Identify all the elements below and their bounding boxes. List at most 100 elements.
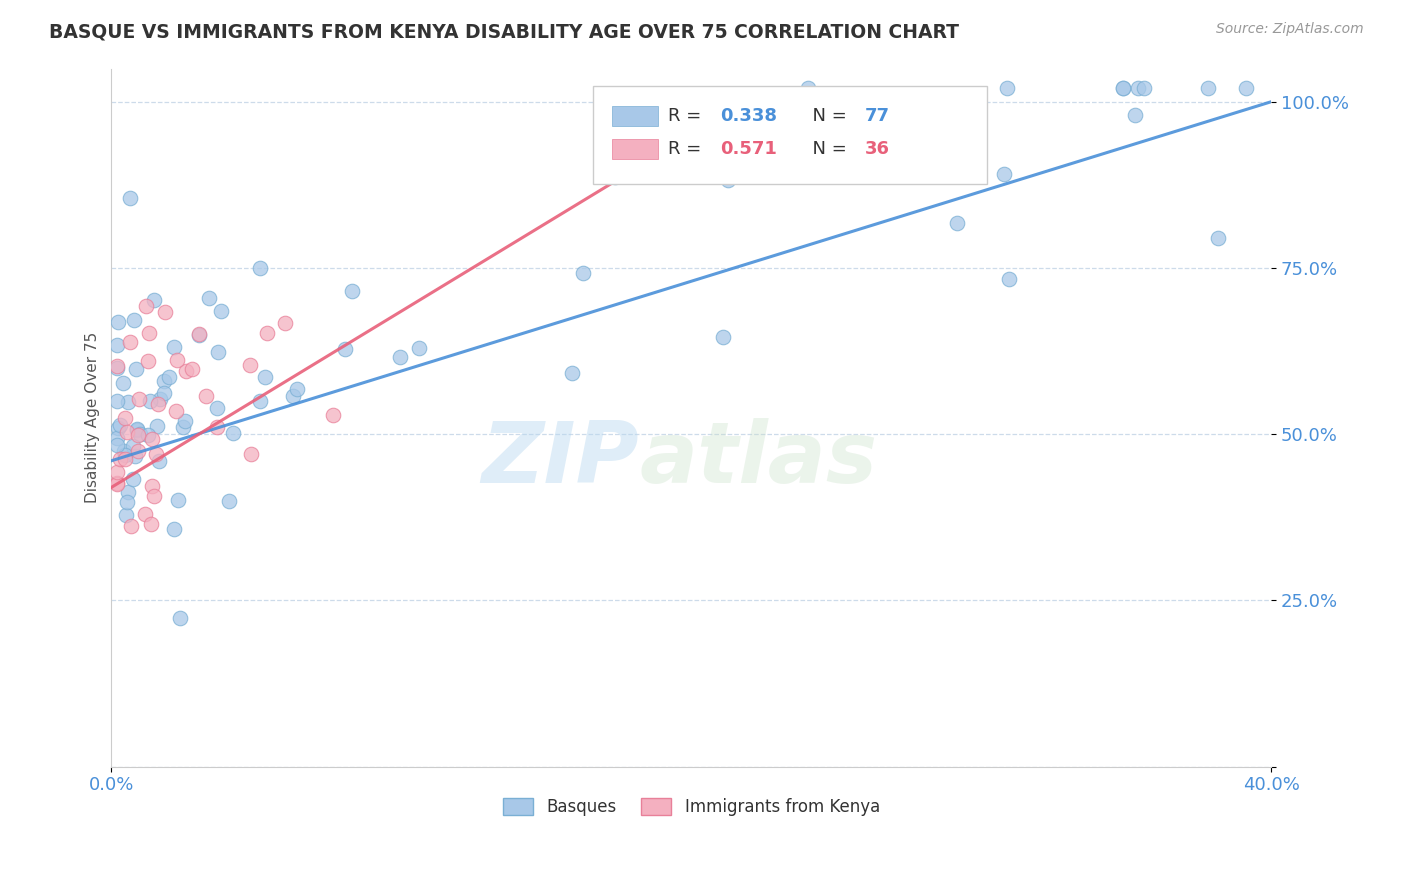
Point bbox=[107, 315, 129, 329]
Point bbox=[169, 611, 191, 625]
Point bbox=[146, 418, 169, 433]
Point bbox=[142, 293, 165, 307]
Point bbox=[711, 330, 734, 344]
Point bbox=[115, 495, 138, 509]
Text: R =: R = bbox=[668, 140, 707, 158]
Point bbox=[207, 345, 229, 359]
Point bbox=[285, 382, 308, 396]
Point bbox=[1112, 81, 1135, 95]
Point bbox=[205, 401, 228, 415]
Point bbox=[153, 386, 176, 401]
Point bbox=[125, 362, 148, 376]
Point bbox=[138, 326, 160, 340]
Point bbox=[1197, 81, 1219, 95]
Point bbox=[995, 81, 1018, 95]
Point bbox=[800, 145, 823, 160]
Point bbox=[105, 476, 128, 491]
Point bbox=[136, 353, 159, 368]
Point bbox=[114, 411, 136, 425]
Point bbox=[153, 304, 176, 318]
Point bbox=[274, 316, 297, 330]
Point bbox=[283, 389, 305, 403]
Point bbox=[1111, 81, 1133, 95]
Point bbox=[166, 353, 188, 368]
FancyBboxPatch shape bbox=[613, 139, 658, 159]
Point bbox=[1234, 81, 1257, 95]
Point bbox=[108, 451, 131, 466]
Text: 0.571: 0.571 bbox=[720, 140, 778, 158]
Point bbox=[180, 362, 202, 376]
Point bbox=[389, 350, 412, 364]
Point bbox=[157, 369, 180, 384]
Point bbox=[188, 327, 211, 342]
Point bbox=[117, 485, 139, 500]
Point bbox=[187, 327, 209, 342]
Point bbox=[931, 93, 953, 107]
Point bbox=[105, 438, 128, 452]
Text: 0.338: 0.338 bbox=[720, 107, 778, 125]
Point bbox=[249, 394, 271, 409]
Point bbox=[117, 395, 139, 409]
Point bbox=[105, 431, 128, 445]
Point bbox=[136, 428, 159, 442]
Point bbox=[139, 393, 162, 408]
Point bbox=[107, 421, 129, 435]
Point bbox=[115, 425, 138, 440]
Point bbox=[153, 374, 176, 388]
Point bbox=[256, 326, 278, 341]
Point bbox=[165, 404, 187, 418]
Point bbox=[122, 313, 145, 327]
Point bbox=[105, 359, 128, 373]
Point bbox=[128, 392, 150, 407]
Point bbox=[222, 425, 245, 440]
Point bbox=[790, 120, 813, 134]
Point bbox=[148, 454, 170, 468]
Point bbox=[945, 216, 967, 230]
Point bbox=[118, 191, 141, 205]
Text: N =: N = bbox=[801, 107, 853, 125]
FancyBboxPatch shape bbox=[593, 86, 987, 184]
Point bbox=[115, 508, 138, 523]
Point bbox=[105, 476, 128, 491]
Text: R =: R = bbox=[668, 107, 707, 125]
Point bbox=[118, 334, 141, 349]
Point bbox=[105, 360, 128, 375]
Point bbox=[127, 428, 149, 442]
Point bbox=[218, 494, 240, 508]
Point bbox=[129, 426, 152, 441]
Point bbox=[141, 478, 163, 492]
Text: atlas: atlas bbox=[640, 418, 877, 501]
Point bbox=[174, 364, 197, 378]
Point bbox=[135, 299, 157, 313]
Point bbox=[197, 291, 219, 305]
Point bbox=[163, 523, 186, 537]
Point bbox=[127, 443, 149, 458]
Point bbox=[122, 472, 145, 486]
Text: 36: 36 bbox=[865, 140, 890, 158]
Point bbox=[139, 516, 162, 531]
Point bbox=[120, 518, 142, 533]
Point bbox=[112, 444, 135, 458]
Text: N =: N = bbox=[801, 140, 853, 158]
Point bbox=[121, 439, 143, 453]
Point bbox=[105, 338, 128, 352]
Point bbox=[1206, 230, 1229, 244]
Point bbox=[1128, 81, 1150, 95]
Point bbox=[797, 81, 820, 95]
Point bbox=[143, 489, 166, 503]
Point bbox=[239, 447, 262, 461]
Point bbox=[141, 432, 163, 446]
Text: 77: 77 bbox=[865, 107, 890, 125]
Point bbox=[105, 393, 128, 408]
Point bbox=[993, 167, 1015, 181]
Point bbox=[572, 266, 595, 280]
Point bbox=[249, 261, 271, 276]
Point bbox=[114, 448, 136, 462]
Text: Source: ZipAtlas.com: Source: ZipAtlas.com bbox=[1216, 22, 1364, 37]
Point bbox=[998, 272, 1021, 286]
Point bbox=[108, 417, 131, 432]
Point bbox=[163, 340, 186, 354]
Point bbox=[322, 408, 344, 422]
Point bbox=[333, 342, 356, 356]
Y-axis label: Disability Age Over 75: Disability Age Over 75 bbox=[86, 332, 100, 503]
